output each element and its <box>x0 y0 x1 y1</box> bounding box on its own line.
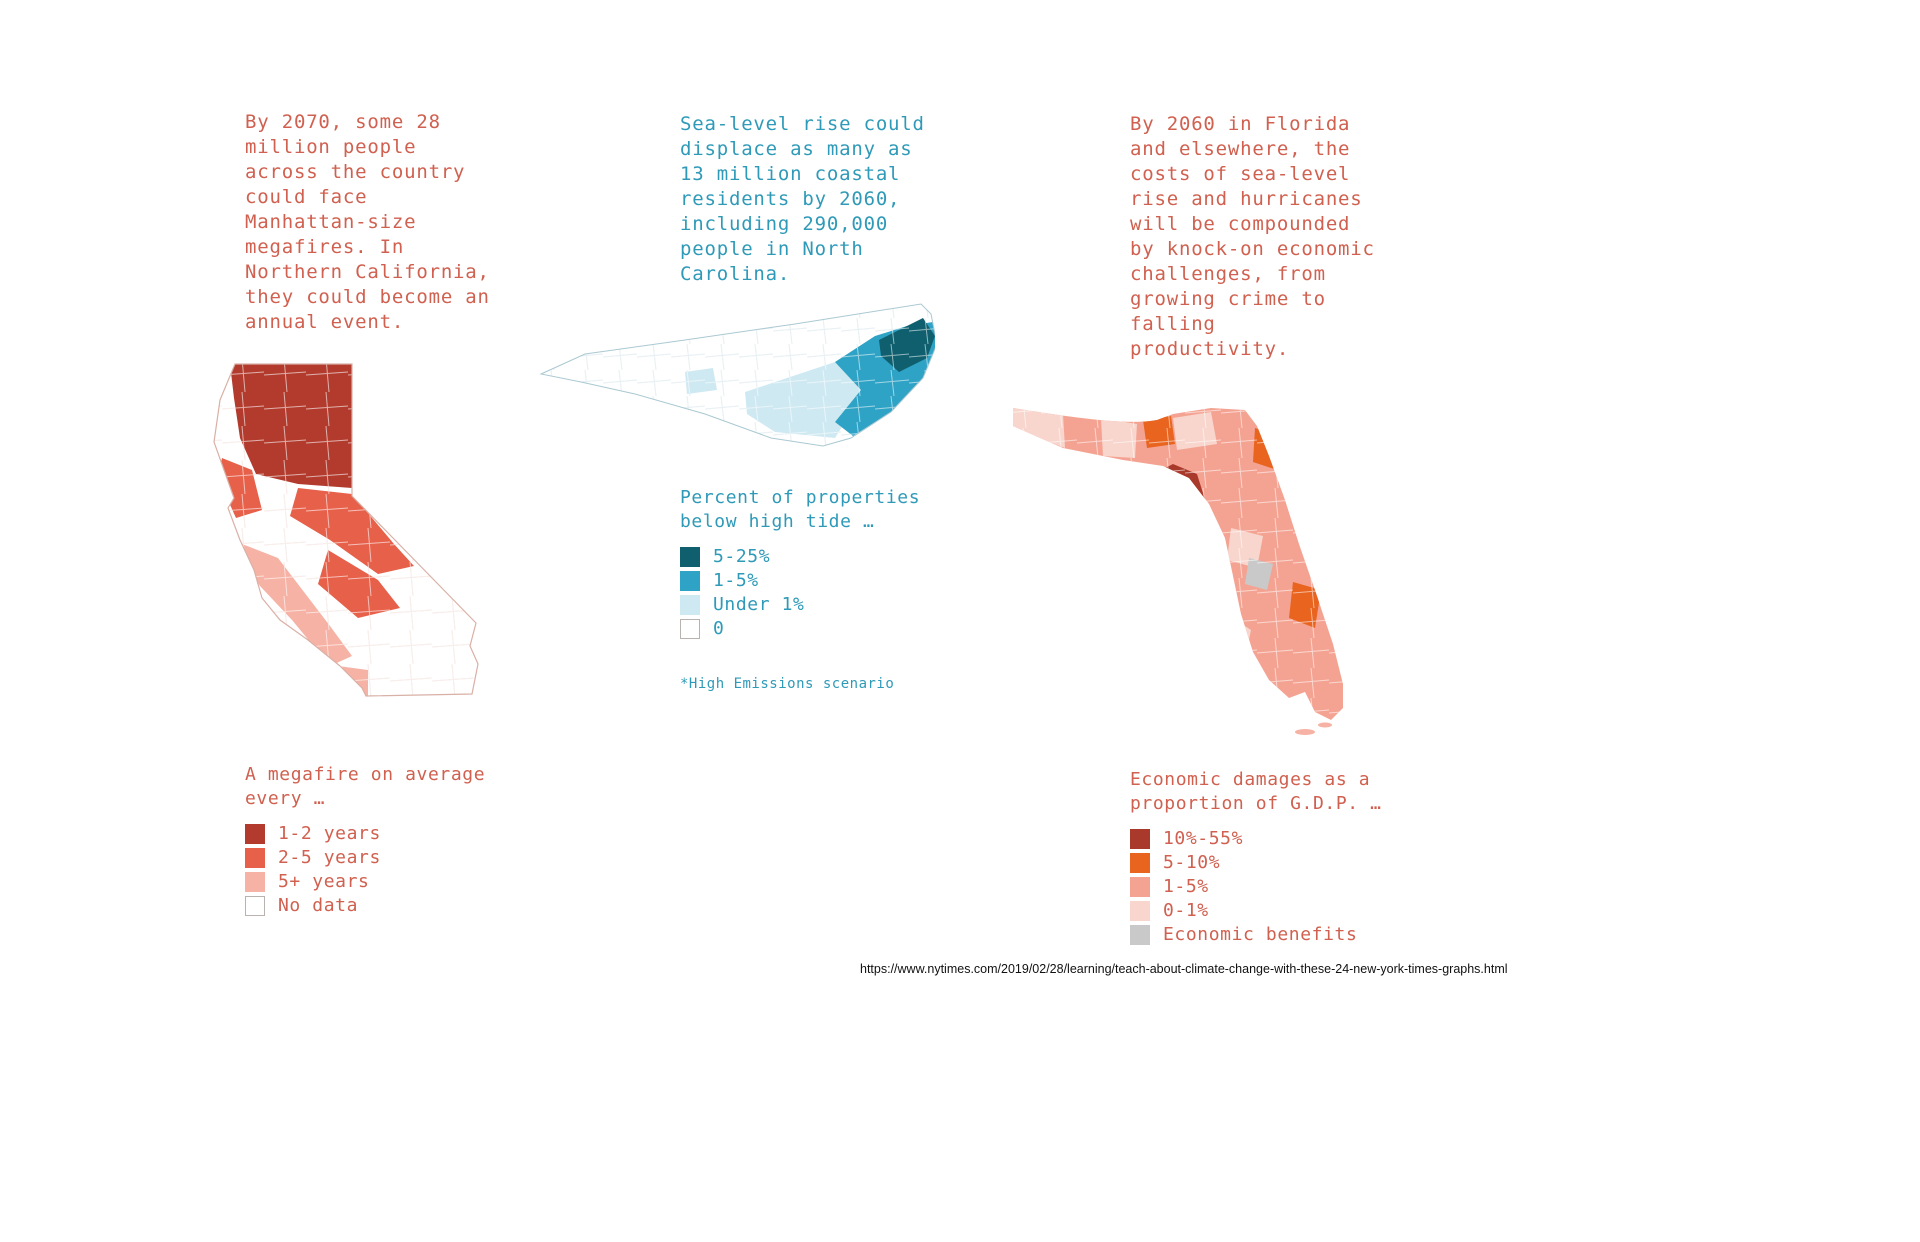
legend-swatch <box>1130 876 1150 897</box>
legend-label: 10%-55% <box>1163 828 1244 849</box>
legend-swatch <box>680 618 700 639</box>
legend-item: 5-25% <box>680 546 934 567</box>
florida-intro-text: By 2060 in Florida and elsewhere, the co… <box>1130 113 1375 360</box>
legend-label: 5-25% <box>713 546 771 567</box>
legend-label: 0-1% <box>1163 900 1209 921</box>
legend-label: Under 1% <box>713 594 805 615</box>
legend-item: Economic benefits <box>1130 924 1384 945</box>
california-intro-text: By 2070, some 28 million people across t… <box>245 111 490 333</box>
legend-item: 1-5% <box>1130 876 1384 897</box>
legend-swatch <box>680 594 700 615</box>
florida-keys <box>1318 722 1332 728</box>
legend-label: No data <box>278 895 359 916</box>
legend-swatch <box>1130 828 1150 849</box>
legend-label: 5+ years <box>278 871 370 892</box>
legend-swatch <box>1130 924 1150 945</box>
legend-label: Economic benefits <box>1163 924 1358 945</box>
legend-swatch <box>1130 900 1150 921</box>
legend-item: No data <box>245 895 499 916</box>
california-legend-title: A megafire on average every … <box>245 764 486 809</box>
north-carolina-choropleth-regions <box>541 304 935 446</box>
legend-label: 1-5% <box>713 570 759 591</box>
legend-swatch <box>1130 852 1150 873</box>
california-megafire-map <box>213 363 479 697</box>
florida-legend-title: Economic damages as a proportion of G.D.… <box>1130 769 1382 814</box>
legend-item: 1-2 years <box>245 823 499 844</box>
legend-label: 0 <box>713 618 725 639</box>
legend-swatch <box>680 570 700 591</box>
legend-item: 0 <box>680 618 934 639</box>
legend-label: 5-10% <box>1163 852 1221 873</box>
florida-choropleth-regions <box>1013 408 1343 720</box>
legend-swatch <box>680 546 700 567</box>
north-carolina-legend: Percent of properties below high tide … … <box>680 486 934 642</box>
legend-label: 1-5% <box>1163 876 1209 897</box>
north-carolina-intro-text: Sea-level rise could displace as many as… <box>680 113 925 285</box>
legend-item: 2-5 years <box>245 847 499 868</box>
florida-economic-damage-map <box>1013 408 1343 735</box>
legend-swatch <box>245 871 265 892</box>
legend-item: 5+ years <box>245 871 499 892</box>
north-carolina-sea-level-map <box>539 303 935 447</box>
high-emissions-footnote: *High Emissions scenario <box>680 676 895 692</box>
legend-item: 0-1% <box>1130 900 1384 921</box>
legend-label: 2-5 years <box>278 847 381 868</box>
legend-swatch <box>245 823 265 844</box>
legend-swatch <box>245 895 265 916</box>
legend-item: 1-5% <box>680 570 934 591</box>
legend-item: Under 1% <box>680 594 934 615</box>
source-url: https://www.nytimes.com/2019/02/28/learn… <box>860 962 1508 976</box>
florida-keys <box>1295 729 1315 735</box>
florida-legend: Economic damages as a proportion of G.D.… <box>1130 768 1384 948</box>
legend-item: 5-10% <box>1130 852 1384 873</box>
legend-swatch <box>245 847 265 868</box>
north-carolina-legend-title: Percent of properties below high tide … <box>680 487 921 532</box>
legend-label: 1-2 years <box>278 823 381 844</box>
legend-item: 10%-55% <box>1130 828 1384 849</box>
california-legend: A megafire on average every … 1-2 years … <box>245 763 499 919</box>
california-choropleth-regions <box>214 364 478 696</box>
